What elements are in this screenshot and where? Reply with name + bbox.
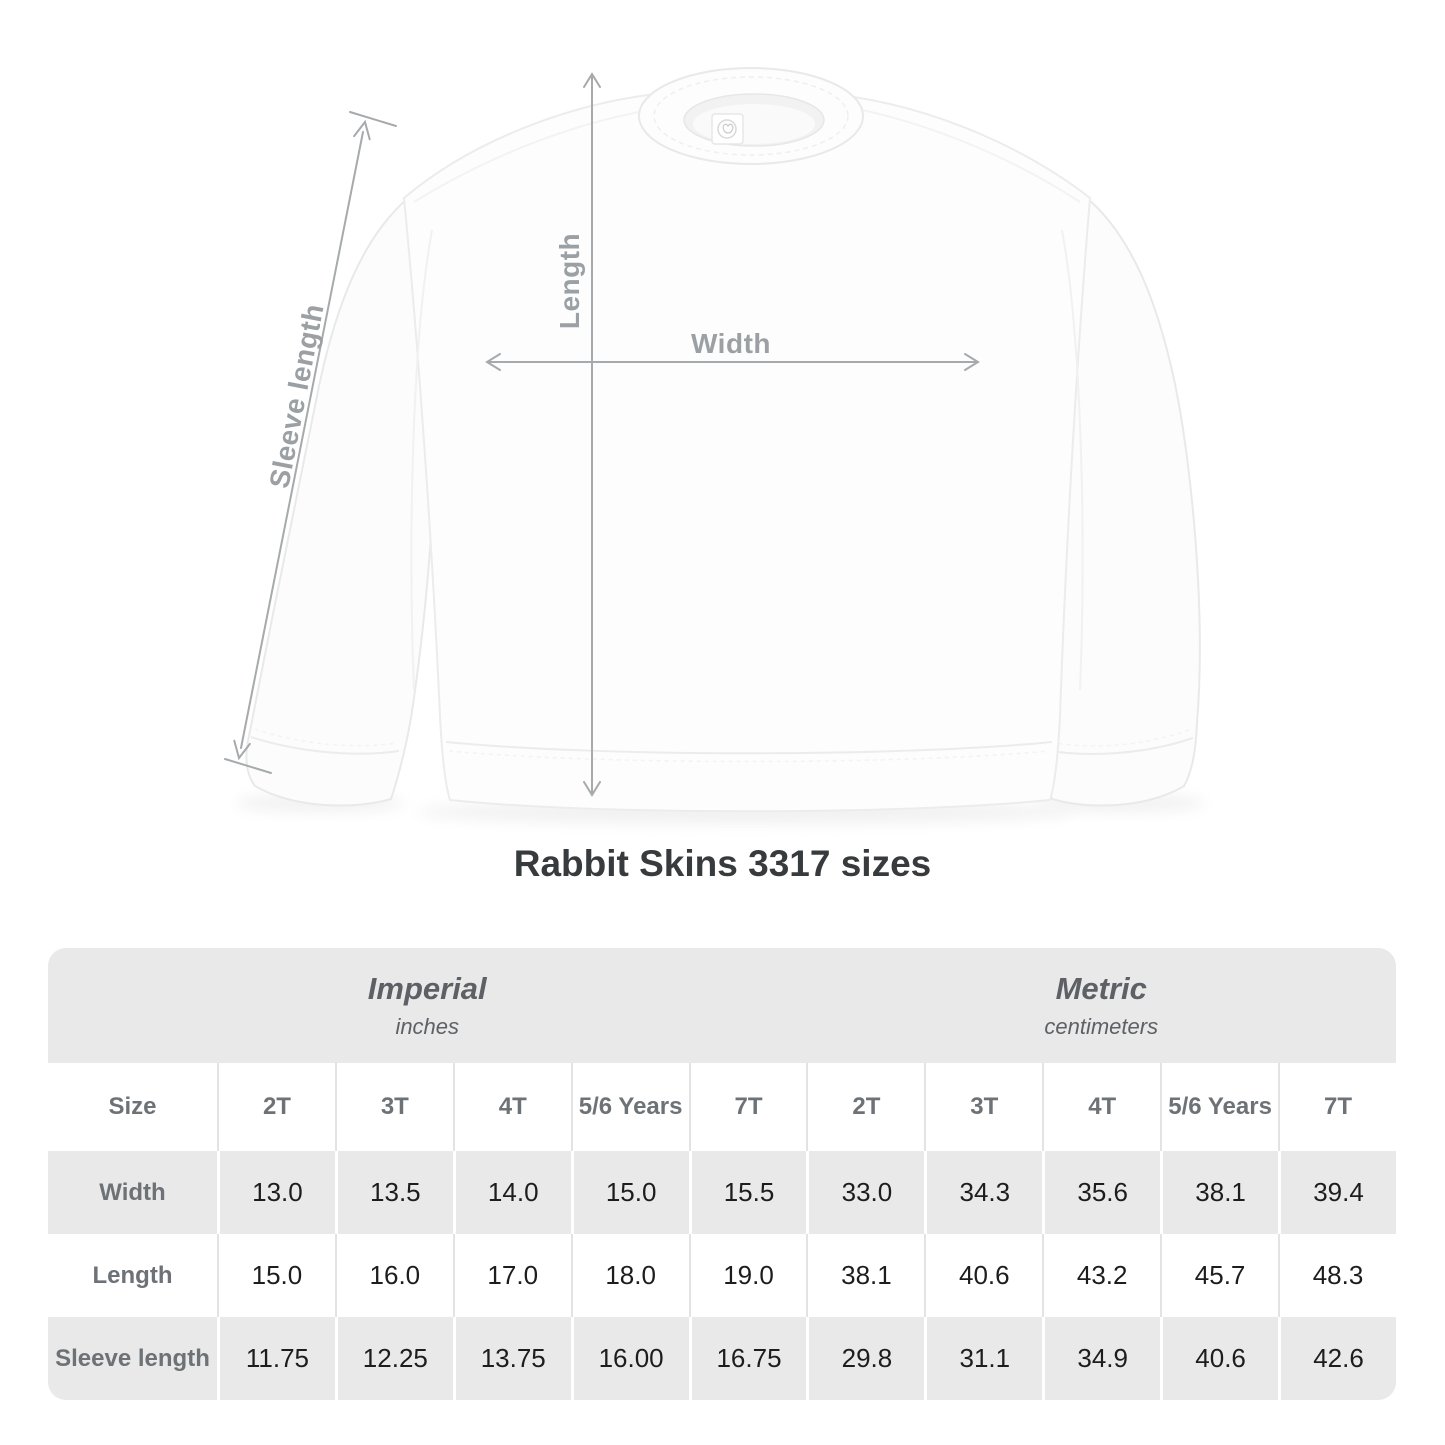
unit-band-row: Imperial inches Metric centimeters — [48, 948, 1396, 1063]
sleeve-length-arrow — [224, 111, 397, 774]
cell: 34.9 — [1042, 1317, 1161, 1400]
cell: 33.0 — [806, 1151, 925, 1234]
cell: 45.7 — [1160, 1234, 1279, 1317]
metric-sublabel: centimeters — [1044, 1014, 1159, 1039]
column-header-imperial-2t: 2T — [217, 1063, 335, 1151]
size-header-row: Size 2T 3T 4T 5/6 Years 7T 2T 3T 4T 5/6 … — [48, 1063, 1396, 1151]
cell: 34.3 — [924, 1151, 1043, 1234]
table-row-length: Length 15.0 16.0 17.0 18.0 19.0 38.1 40.… — [48, 1234, 1396, 1317]
cell: 16.75 — [688, 1317, 807, 1400]
length-arrow — [583, 72, 601, 797]
column-header-metric-56y: 5/6 Years — [1160, 1063, 1279, 1151]
cell: 16.0 — [334, 1234, 453, 1317]
cell: 29.8 — [806, 1317, 925, 1400]
imperial-band: Imperial inches — [48, 948, 807, 1063]
length-measure-label: Length — [554, 232, 585, 330]
cell: 17.0 — [452, 1234, 571, 1317]
table-row-width: Width 13.0 13.5 14.0 15.0 15.5 33.0 34.3… — [48, 1151, 1396, 1234]
column-header-imperial-56y: 5/6 Years — [570, 1063, 689, 1151]
cell: 35.6 — [1042, 1151, 1161, 1234]
cell: 15.0 — [570, 1151, 689, 1234]
sweatshirt-illustration — [224, 67, 1205, 824]
cell: 19.0 — [688, 1234, 807, 1317]
collar — [638, 67, 864, 165]
column-header-metric-7t: 7T — [1278, 1063, 1396, 1151]
column-header-imperial-7t: 7T — [688, 1063, 807, 1151]
sweatshirt-measurement-diagram: Sleeve length Length Width — [224, 67, 1205, 824]
cell: 43.2 — [1042, 1234, 1161, 1317]
row-label: Sleeve length — [48, 1317, 217, 1400]
imperial-sublabel: inches — [395, 1014, 460, 1039]
cell: 15.0 — [217, 1234, 335, 1317]
left-sleeve — [245, 196, 437, 807]
rabbit-tag-icon — [711, 113, 744, 145]
column-header-metric-2t: 2T — [806, 1063, 925, 1151]
cell: 13.5 — [334, 1151, 453, 1234]
column-header-metric-3t: 3T — [924, 1063, 1043, 1151]
width-measure-label: Width — [691, 328, 771, 359]
column-header-metric-4t: 4T — [1042, 1063, 1161, 1151]
cell: 13.0 — [217, 1151, 335, 1234]
cell: 18.0 — [570, 1234, 689, 1317]
table-row-sleeve-length: Sleeve length 11.75 12.25 13.75 16.00 16… — [48, 1317, 1396, 1400]
cell: 38.1 — [1160, 1151, 1279, 1234]
body-panel — [402, 85, 1092, 813]
cell: 42.6 — [1278, 1317, 1396, 1400]
row-label: Width — [48, 1151, 217, 1234]
cell: 12.25 — [334, 1317, 453, 1400]
cell: 48.3 — [1278, 1234, 1396, 1317]
column-header-imperial-4t: 4T — [452, 1063, 571, 1151]
column-header-imperial-3t: 3T — [334, 1063, 453, 1151]
cell: 40.6 — [1160, 1317, 1279, 1400]
metric-band: Metric centimeters — [806, 948, 1396, 1063]
cell: 40.6 — [924, 1234, 1043, 1317]
width-arrow — [485, 353, 980, 371]
cell: 38.1 — [806, 1234, 925, 1317]
metric-label: Metric — [1055, 971, 1147, 1006]
size-chart-table: Imperial inches Metric centimeters Size … — [48, 948, 1396, 1400]
cell: 14.0 — [452, 1151, 571, 1234]
cell: 39.4 — [1278, 1151, 1396, 1234]
cell: 11.75 — [217, 1317, 335, 1400]
cell: 13.75 — [452, 1317, 571, 1400]
cell: 15.5 — [688, 1151, 807, 1234]
cell: 31.1 — [924, 1317, 1043, 1400]
corner-header: Size — [48, 1063, 217, 1151]
page-title: Rabbit Skins 3317 sizes — [513, 843, 932, 884]
cell: 16.00 — [570, 1317, 689, 1400]
imperial-label: Imperial — [367, 971, 487, 1006]
row-label: Length — [48, 1234, 217, 1317]
